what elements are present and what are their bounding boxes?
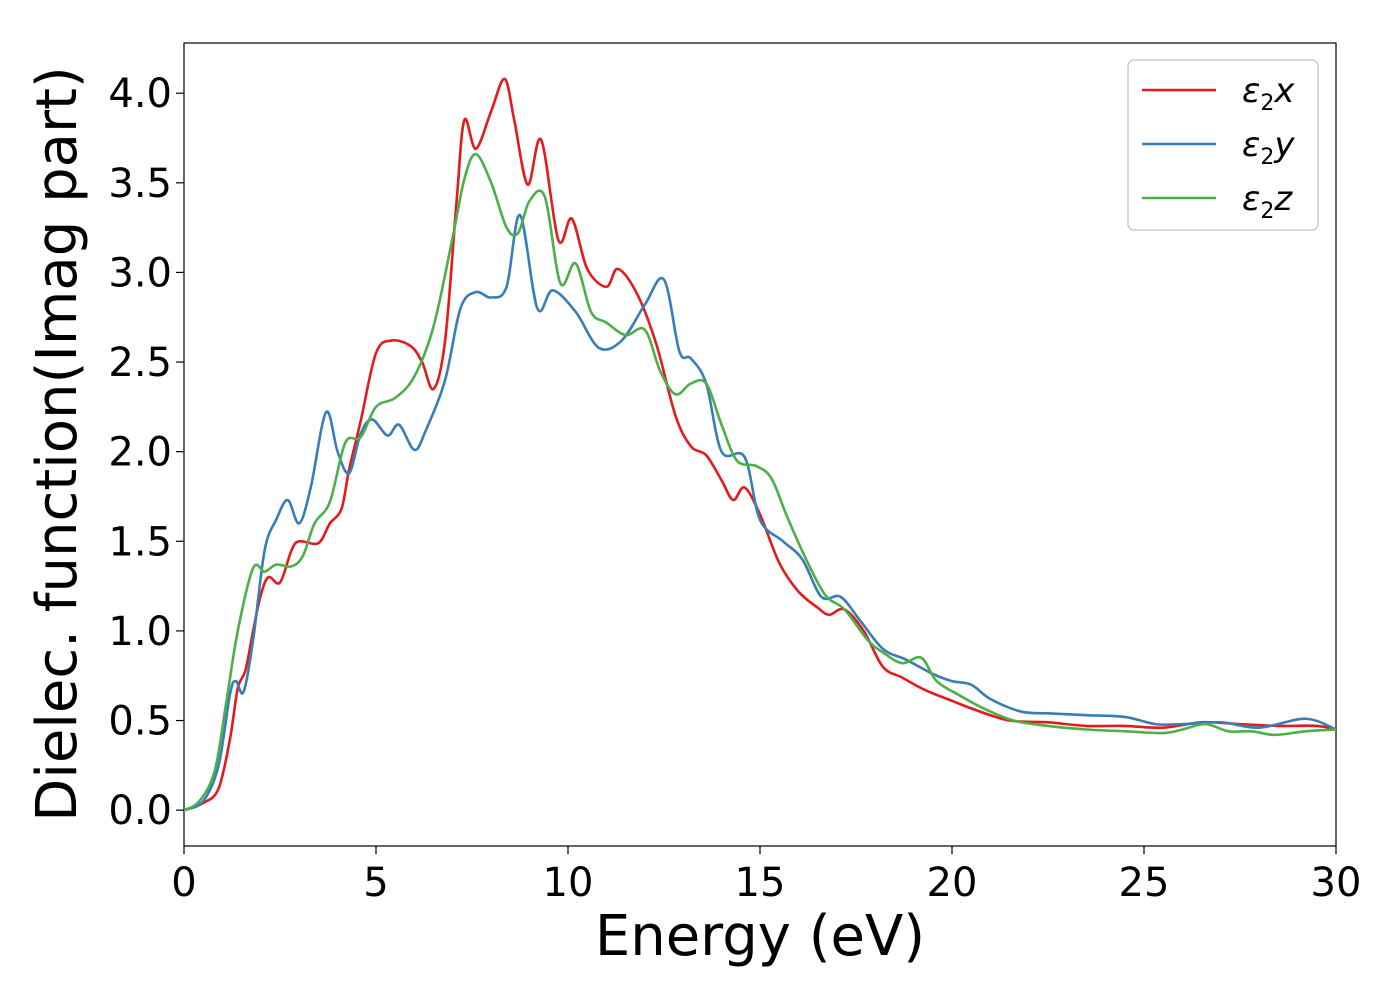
x-tick-label: 25 (1119, 860, 1170, 906)
x-tick-label: 5 (363, 860, 388, 906)
legend-label-base: ε (1242, 125, 1260, 165)
series-layer (184, 77, 1336, 812)
y-tick-label: 2.0 (108, 430, 172, 476)
x-axis: 0 5 10 15 20 25 30 (171, 846, 1361, 906)
legend-label-y: ε2y (1242, 125, 1295, 170)
legend-label-sub: 2 (1260, 91, 1274, 116)
legend-label-x: ε2x (1242, 71, 1295, 116)
y-tick-label: 2.5 (108, 340, 172, 386)
y-axis: 0.0 0.5 1.0 1.5 2.0 2.5 3.0 3.5 4.0 (108, 71, 184, 834)
y-tick-label: 1.0 (108, 609, 172, 655)
x-tick-label: 30 (1311, 860, 1362, 906)
y-axis-title: Dielec. function(Imag part) (25, 66, 90, 822)
legend-label-var: x (1273, 71, 1295, 111)
legend-label-sub: 2 (1260, 145, 1274, 170)
y-tick-label: 3.0 (108, 250, 172, 296)
y-tick-label: 3.5 (108, 161, 172, 207)
series-line-z (184, 152, 1336, 812)
series-line-x (184, 77, 1336, 812)
legend-label-base: ε (1242, 71, 1260, 111)
x-tick-label: 10 (543, 860, 594, 906)
series-line-y (184, 213, 1336, 812)
y-tick-label: 4.0 (108, 71, 172, 117)
legend-label-var: y (1273, 125, 1295, 165)
legend-label-base: ε (1242, 179, 1260, 219)
x-tick-label: 20 (927, 860, 978, 906)
y-tick-label: 1.5 (108, 519, 172, 565)
legend-box (1127, 59, 1319, 231)
x-tick-label: 0 (171, 860, 196, 906)
legend-label-var: z (1273, 179, 1293, 219)
y-tick-label: 0.0 (108, 788, 172, 834)
legend-label-z: ε2z (1242, 179, 1293, 224)
x-tick-label: 15 (735, 860, 786, 906)
x-axis-title: Energy (eV) (595, 904, 925, 969)
y-tick-label: 0.5 (108, 699, 172, 745)
legend-label-sub: 2 (1260, 199, 1274, 224)
